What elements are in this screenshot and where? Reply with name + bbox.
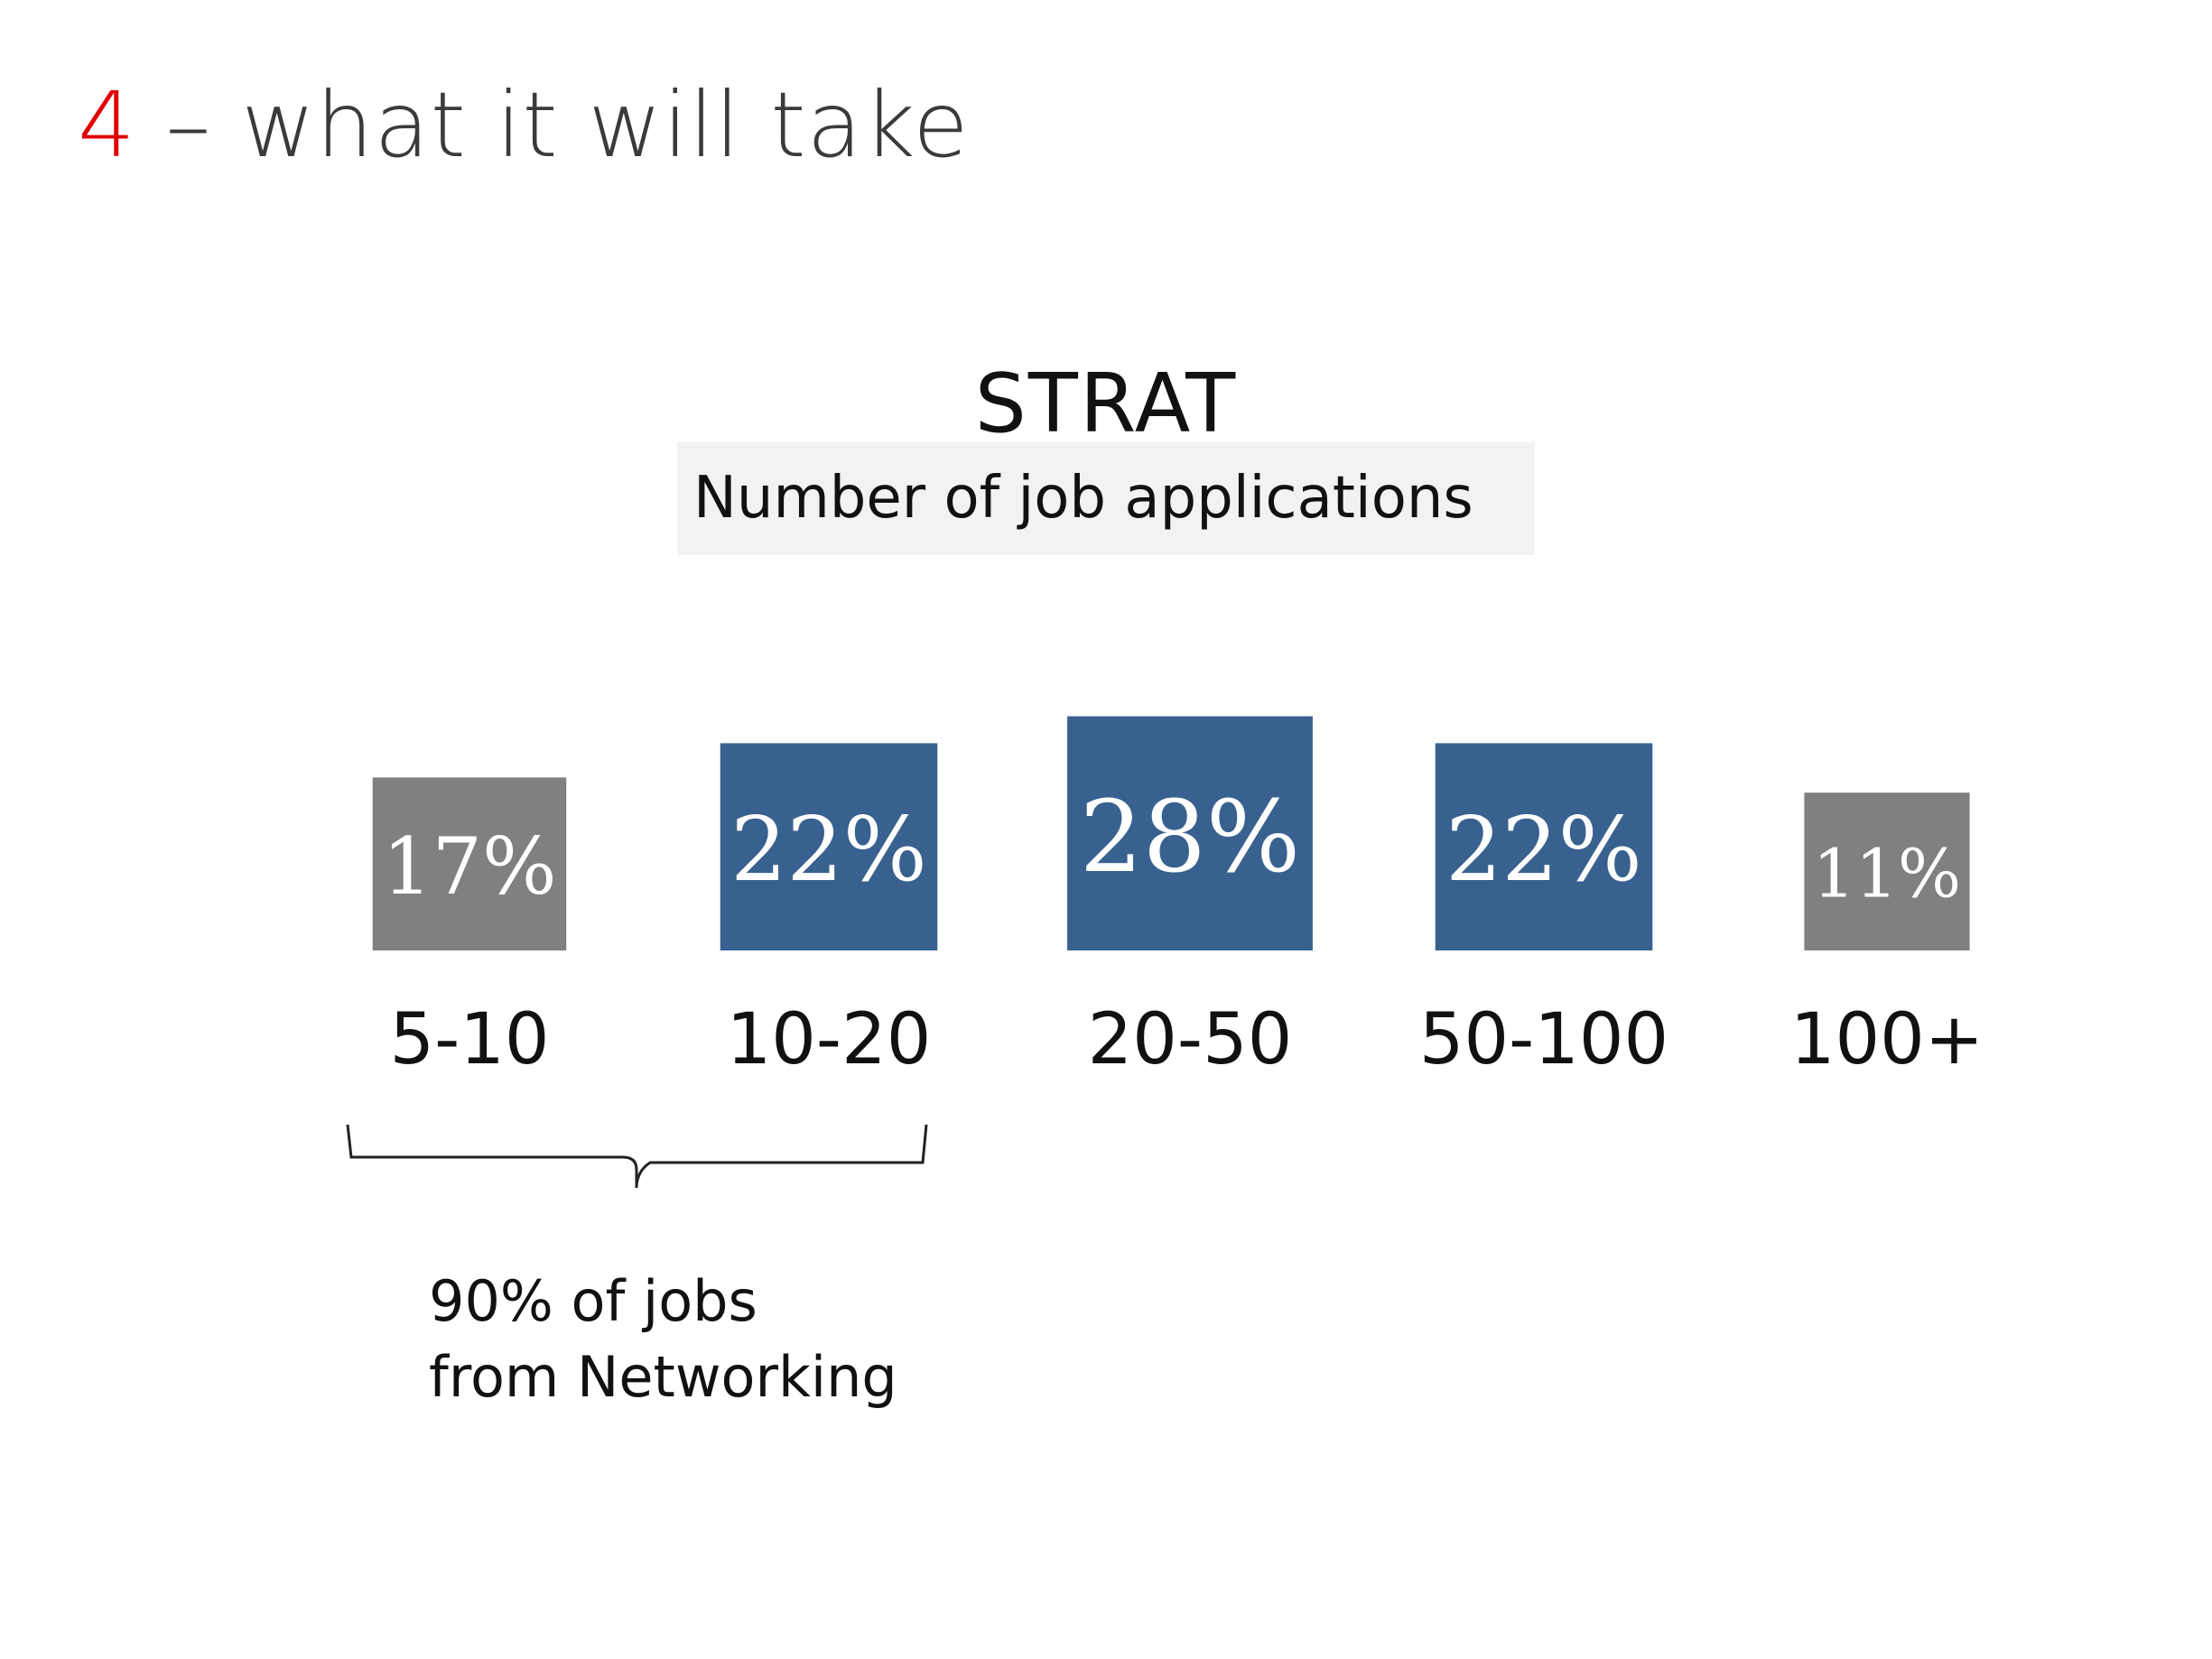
value-label: 28% xyxy=(1080,779,1301,894)
annotation-line-2: from Networking xyxy=(429,1344,897,1410)
annotation-line-1: 90% of jobs xyxy=(429,1268,757,1334)
category-label: 10-20 xyxy=(727,999,932,1080)
slide-title-text: – what it will take xyxy=(135,72,970,178)
labels-layer: 17% 5-10 22% 10-20 28% 20-50 22% 50-100 11% 100+ xyxy=(382,779,1984,1080)
bar-100+ xyxy=(1804,792,1970,950)
bar-10-20 xyxy=(720,743,938,950)
category-label: 100+ xyxy=(1790,999,1984,1080)
slide-title: 4 – what it will take xyxy=(78,72,970,178)
value-label: 17% xyxy=(382,820,556,913)
value-label: 11% xyxy=(1813,836,1961,913)
category-label: 50-100 xyxy=(1419,999,1668,1080)
bar-50-100 xyxy=(1435,743,1653,950)
bar-5-10 xyxy=(372,777,567,950)
value-label: 22% xyxy=(1445,799,1642,902)
category-label: 20-50 xyxy=(1088,999,1293,1080)
bar-20-50 xyxy=(1067,716,1313,950)
chart-title: STRAT xyxy=(974,357,1238,451)
annotation-bracket xyxy=(346,1124,928,1189)
category-label: 5-10 xyxy=(389,999,549,1080)
annotation: 90% of jobs from Networking xyxy=(429,1264,897,1415)
slide-number: 4 xyxy=(78,72,136,178)
bars-layer xyxy=(372,716,1970,950)
value-label: 22% xyxy=(730,799,927,902)
chart-subtitle: Number of job applications xyxy=(677,442,1535,555)
